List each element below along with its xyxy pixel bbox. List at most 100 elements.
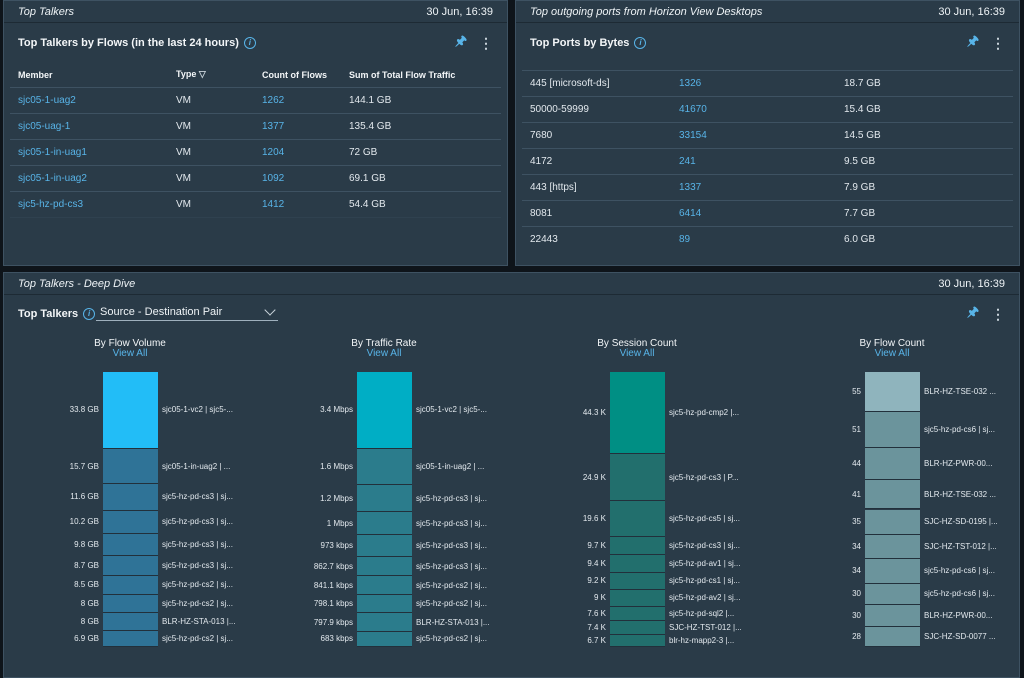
chart-bar[interactable] (103, 631, 158, 647)
group-by-dropdown[interactable]: Source - Destination Pair (96, 304, 278, 321)
filter-icon[interactable]: ▽ (198, 69, 206, 80)
chart-bar[interactable] (357, 613, 412, 632)
chart-bar[interactable] (357, 512, 412, 535)
bar-category-label[interactable]: sjc05-1-vc2 | sjc5-... (416, 405, 487, 415)
col-sum-traffic[interactable]: Sum of Total Flow Traffic (349, 69, 456, 80)
chart-bar[interactable] (357, 631, 412, 647)
bar-category-label[interactable]: sjc5-hz-pd-cs3 | sj... (416, 561, 487, 571)
bar-category-label[interactable]: sjc05-1-vc2 | sjc5-... (162, 405, 233, 415)
bar-category-label[interactable]: sjc5-hz-pd-cs5 | sj... (669, 513, 740, 523)
bar-category-label[interactable]: sjc5-hz-pd-cs3 | sj... (416, 540, 487, 550)
chart-bar[interactable] (865, 605, 920, 627)
member-link[interactable]: sjc05-uag-1 (10, 112, 176, 139)
table-row[interactable]: sjc05-uag-1 VM 1377 135.4 GB (10, 112, 501, 139)
bar-category-label[interactable]: BLR-HZ-STA-013 |... (416, 617, 490, 627)
bar-category-label[interactable]: sjc5-hz-pd-cs3 | sj... (162, 492, 233, 502)
col-type[interactable]: Type ▽ (176, 69, 206, 80)
info-icon[interactable]: i (243, 37, 256, 50)
pin-icon[interactable]: 🖈 (966, 33, 979, 48)
member-link[interactable]: sjc05-1-in-uag1 (10, 138, 176, 165)
table-row[interactable]: 7680 33154 14.5 GB (522, 122, 1013, 149)
port-count-link[interactable]: 6414 (679, 200, 844, 227)
flow-count-link[interactable]: 1092 (262, 164, 349, 191)
chart-bar[interactable] (357, 576, 412, 596)
member-link[interactable]: sjc05-1-in-uag2 (10, 164, 176, 191)
chart-bar[interactable] (103, 510, 158, 534)
chart-bar[interactable] (865, 372, 920, 412)
bar-category-label[interactable]: SJC-HZ-TST-012 |... (924, 541, 997, 551)
chart-bar[interactable] (357, 556, 412, 577)
table-row[interactable]: sjc05-1-uag2 VM 1262 144.1 GB (10, 86, 501, 113)
chart-bar[interactable] (610, 620, 665, 635)
port-count-link[interactable]: 1326 (679, 70, 844, 97)
bar-category-label[interactable]: sjc5-hz-pd-cs6 | sj... (924, 589, 995, 599)
chart-bar[interactable] (610, 634, 665, 647)
bar-category-label[interactable]: sjc5-hz-pd-cs3 | sj... (416, 518, 487, 528)
member-link[interactable]: sjc05-1-uag2 (10, 86, 176, 113)
bar-category-label[interactable]: BLR-HZ-PWR-00... (924, 459, 993, 469)
bar-category-label[interactable]: sjc5-hz-pd-cmp2 |... (669, 408, 740, 418)
bar-category-label[interactable]: sjc5-hz-pd-av1 | sj... (669, 559, 741, 569)
chart-bar[interactable] (610, 372, 665, 455)
chart-bar[interactable] (865, 411, 920, 449)
chart-bar[interactable] (610, 555, 665, 573)
more-options-icon[interactable]: ⋮ (991, 34, 1005, 51)
bar-category-label[interactable]: sjc5-hz-pd-av2 | sj... (669, 593, 741, 603)
bar-category-label[interactable]: blr-hz-mapp2-3 |... (669, 635, 735, 645)
view-all-link[interactable]: View All (112, 348, 148, 359)
table-row[interactable]: 8081 6414 7.7 GB (522, 200, 1013, 227)
bar-category-label[interactable]: BLR-HZ-PWR-00... (924, 611, 993, 621)
bar-category-label[interactable]: sjc5-hz-pd-sql2 |... (669, 608, 735, 618)
flow-count-link[interactable]: 1412 (262, 190, 349, 217)
port-count-link[interactable]: 89 (679, 226, 844, 253)
bar-category-label[interactable]: BLR-HZ-TSE-032 ... (924, 386, 997, 396)
view-all-link[interactable]: View All (619, 348, 655, 359)
chart-bar[interactable] (103, 575, 158, 596)
bar-category-label[interactable]: sjc5-hz-pd-cs1 | sj... (669, 576, 740, 586)
chart-bar[interactable] (103, 613, 158, 632)
table-row[interactable]: 22443 89 6.0 GB (522, 226, 1013, 253)
bar-category-label[interactable]: sjc5-hz-pd-cs2 | sj... (162, 599, 233, 609)
bar-category-label[interactable]: sjc5-hz-pd-cs3 | sj... (162, 539, 233, 549)
table-row[interactable]: sjc05-1-in-uag1 VM 1204 72 GB (10, 138, 501, 165)
chart-bar[interactable] (865, 583, 920, 606)
table-row[interactable]: 443 [https] 1337 7.9 GB (522, 174, 1013, 201)
bar-category-label[interactable]: sjc05-1-in-uag2 | ... (162, 461, 231, 471)
bar-category-label[interactable]: SJC-HZ-TST-012 |... (669, 622, 742, 632)
info-icon[interactable]: i (83, 308, 96, 321)
chart-bar[interactable] (865, 626, 920, 647)
chart-bar[interactable] (865, 509, 920, 535)
chart-bar[interactable] (103, 595, 158, 614)
chart-bar[interactable] (865, 448, 920, 480)
port-count-link[interactable]: 241 (679, 148, 844, 175)
pin-icon[interactable]: 🖈 (454, 33, 467, 48)
bar-category-label[interactable]: sjc5-hz-pd-cs2 | sj... (416, 634, 487, 644)
chart-bar[interactable] (357, 372, 412, 449)
port-count-link[interactable]: 33154 (679, 122, 844, 149)
bar-category-label[interactable]: SJC-HZ-SD-0195 |... (924, 517, 998, 527)
col-member[interactable]: Member (18, 69, 53, 80)
port-count-link[interactable]: 1337 (679, 174, 844, 201)
bar-category-label[interactable]: sjc5-hz-pd-cs2 | sj... (416, 599, 487, 609)
bar-category-label[interactable]: sjc5-hz-pd-cs3 | sj... (669, 541, 740, 551)
chart-bar[interactable] (865, 559, 920, 584)
chart-bar[interactable] (103, 556, 158, 576)
chart-bar[interactable] (610, 572, 665, 590)
flow-count-link[interactable]: 1262 (262, 86, 349, 113)
more-options-icon[interactable]: ⋮ (479, 34, 493, 51)
chart-bar[interactable] (103, 372, 158, 449)
bar-category-label[interactable]: sjc5-hz-pd-cs3 | sj... (162, 517, 233, 527)
table-row[interactable]: sjc5-hz-pd-cs3 VM 1412 54.4 GB (10, 190, 501, 217)
chart-bar[interactable] (357, 485, 412, 513)
table-row[interactable]: sjc05-1-in-uag2 VM 1092 69.1 GB (10, 164, 501, 191)
port-count-link[interactable]: 41670 (679, 96, 844, 123)
member-link[interactable]: sjc5-hz-pd-cs3 (10, 190, 176, 217)
chart-bar[interactable] (103, 448, 158, 485)
bar-category-label[interactable]: sjc5-hz-pd-cs2 | sj... (162, 580, 233, 590)
bar-category-label[interactable]: BLR-HZ-STA-013 |... (162, 617, 236, 627)
bar-category-label[interactable]: sjc5-hz-pd-cs3 | P... (669, 472, 739, 482)
flow-count-link[interactable]: 1377 (262, 112, 349, 139)
bar-category-label[interactable]: BLR-HZ-TSE-032 ... (924, 489, 997, 499)
flow-count-link[interactable]: 1204 (262, 138, 349, 165)
chart-bar[interactable] (610, 537, 665, 556)
